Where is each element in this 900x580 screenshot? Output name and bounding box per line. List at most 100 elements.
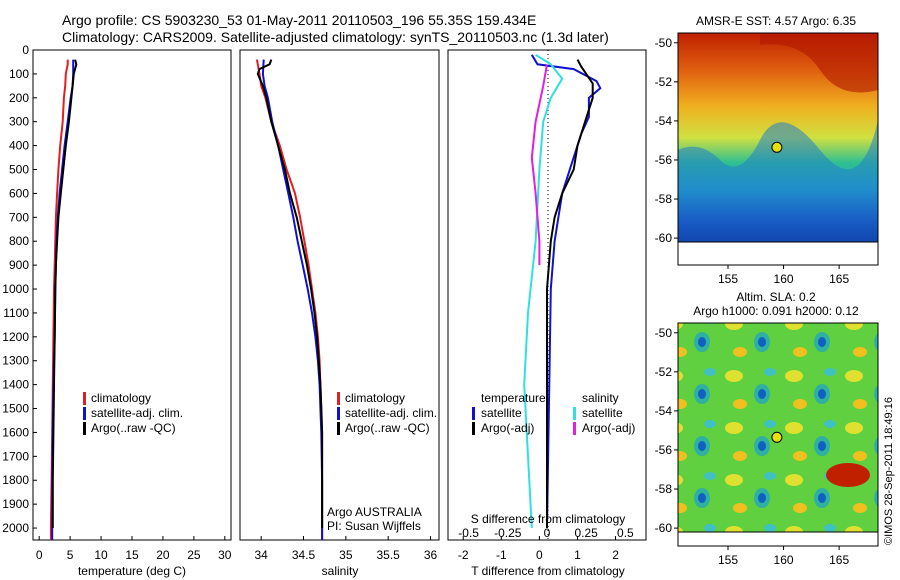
- depth-tick-label: 1700: [2, 449, 29, 463]
- depth-tick-label: 100: [9, 67, 29, 81]
- depth-tick-label: 0: [22, 43, 29, 57]
- x-tick-label: 0: [536, 548, 543, 562]
- temperature-panel: 0100200300400500600700800900100011001200…: [2, 43, 452, 578]
- legend-label-t-satellite: satellite: [481, 406, 522, 420]
- s-difference-label: S difference from climatology: [471, 512, 626, 526]
- figure-title-line2: Climatology: CARS2009. Satellite-adjuste…: [62, 29, 609, 45]
- salinity-x-label: salinity: [322, 564, 359, 578]
- lat-tick-label: -52: [655, 365, 673, 379]
- legend-swatch-t-satellite: [472, 407, 475, 420]
- x-tick-label: 15: [125, 548, 139, 562]
- sst-map-nodata-strip: [677, 241, 879, 266]
- legend-swatch-satellite: [83, 407, 86, 420]
- depth-tick-label: 1400: [2, 378, 29, 392]
- depth-tick-label: 1900: [2, 497, 29, 511]
- depth-tick-label: 700: [9, 210, 29, 224]
- lat-tick-label: -58: [655, 482, 673, 496]
- x-tick-label: 35: [339, 548, 353, 562]
- argo-program-label: Argo AUSTRALIA: [327, 505, 422, 519]
- salinity-lines: [255, 59, 324, 540]
- difference-legend: temperature salinity satellite Argo(-adj…: [472, 391, 635, 435]
- s-tick-label: 0.25: [575, 526, 599, 540]
- lon-tick-label: 165: [829, 553, 849, 567]
- legend-header-temperature: temperature: [481, 391, 546, 405]
- lon-tick-label: 155: [718, 553, 738, 567]
- sst-map-panel: AMSR-E SST: 4.57 Argo: 6.35 -50 -52 -54 -56…: [655, 14, 879, 286]
- legend-label-satellite: satellite-adj. clim.: [91, 406, 183, 420]
- series-line-satellite: [523, 53, 564, 529]
- depth-tick-label: 1000: [2, 282, 29, 296]
- sla-map-axes: -50 -52 -54 -56 -58 -60 155 160 165: [655, 326, 850, 567]
- legend-label-argo: Argo(..raw -QC): [345, 421, 430, 435]
- depth-tick-label: 1100: [3, 306, 29, 320]
- figure-title-line1: Argo profile: CS 5903230_53 01-May-2011 …: [62, 12, 536, 28]
- x-tick-label: 35.5: [377, 548, 401, 562]
- depth-tick-label: 1300: [2, 354, 29, 368]
- series-line-argo-raw-qc-: [51, 59, 78, 528]
- legend-swatch-s-satellite: [573, 407, 576, 420]
- legend-label-argo: Argo(..raw -QC): [91, 421, 176, 435]
- temperature-x-axis: 0 5 10 15 20 25 30: [36, 536, 232, 562]
- sst-map-axes: -50 -52 -54 -56 -58 -60 155 160 165: [655, 36, 850, 286]
- legend-label-climatology: climatology: [345, 391, 405, 405]
- x-tick-label: 5: [67, 548, 74, 562]
- argo-position-marker: [771, 141, 783, 153]
- sst-map-frame: [677, 32, 879, 266]
- lon-tick-label: 155: [718, 272, 738, 286]
- depth-tick-label: 2000: [2, 521, 29, 535]
- legend-swatch-climatology: [83, 392, 86, 405]
- sla-map-panel: Altim. SLA: 0.2 Argo h1000: 0.091 h2000:…: [655, 290, 879, 567]
- depth-tick-label: 300: [9, 115, 29, 129]
- x-tick-label: 34: [254, 548, 268, 562]
- depth-tick-label: 800: [9, 234, 29, 248]
- temperature-lines: [49, 59, 78, 540]
- temperature-x-label: temperature (deg C): [78, 564, 186, 578]
- lat-tick-label: -50: [655, 36, 673, 50]
- sla-map-subtitle: Argo h1000: 0.091 h2000: 0.12: [693, 304, 859, 318]
- series-line-satellite: [530, 54, 602, 529]
- sst-cold-region: [678, 120, 878, 242]
- salinity-x-axis: 34 34.5 35 35.5 36: [254, 536, 438, 562]
- series-line-argo-adj-: [530, 64, 548, 266]
- depth-tick-label: 200: [9, 91, 29, 105]
- series-line-argo-adj-: [546, 59, 594, 528]
- lon-tick-label: 160: [774, 553, 794, 567]
- argo-position-marker: [771, 431, 783, 443]
- legend-swatch-climatology: [337, 392, 340, 405]
- s-tick-label: -0.5: [458, 526, 479, 540]
- difference-x-axis: -2 -1 0 1 2 -0.5 -0.25 0 0.25 0.5: [458, 526, 634, 562]
- x-tick-label: 10: [94, 548, 108, 562]
- lat-tick-label: -50: [655, 326, 673, 340]
- x-tick-label: -1: [496, 548, 507, 562]
- depth-tick-label: 600: [9, 186, 29, 200]
- lat-tick-label: -60: [655, 231, 673, 245]
- difference-panel: -2 -1 0 1 2 -0.5 -0.25 0 0.25 0.5 temperature sal…: [447, 49, 647, 578]
- x-tick-label: 2: [612, 548, 619, 562]
- lat-tick-label: -56: [655, 443, 673, 457]
- legend-label-satellite: satellite-adj. clim.: [345, 406, 437, 420]
- legend-swatch-t-argo: [472, 422, 475, 435]
- s-tick-label: 0.5: [617, 526, 634, 540]
- difference-lines: [523, 53, 602, 529]
- lat-tick-label: -60: [655, 521, 673, 535]
- legend-swatch-argo: [337, 422, 340, 435]
- x-tick-label: 36: [424, 548, 438, 562]
- x-tick-label: 25: [187, 548, 201, 562]
- series-line-argo-raw-qc-: [256, 59, 324, 528]
- lat-tick-label: -52: [655, 75, 673, 89]
- legend-label-s-satellite: satellite: [582, 406, 623, 420]
- legend-label-t-argo: Argo(-adj): [481, 421, 534, 435]
- sla-map-title: Altim. SLA: 0.2: [736, 290, 816, 304]
- depth-tick-label: 500: [9, 163, 29, 177]
- lat-tick-label: -58: [655, 192, 673, 206]
- salinity-legend: climatology satellite-adj. clim. Argo(..…: [337, 391, 437, 435]
- depth-tick-label: 400: [9, 139, 29, 153]
- depth-tick-label: 1500: [2, 402, 29, 416]
- t-difference-label: T difference from climatology: [471, 564, 625, 578]
- sst-warm-region: [760, 33, 878, 93]
- legend-swatch-s-argo: [573, 422, 576, 435]
- lon-tick-label: 160: [774, 272, 794, 286]
- depth-tick-label: 1600: [2, 425, 29, 439]
- legend-label-s-argo: Argo(-adj): [582, 421, 635, 435]
- legend-header-salinity: salinity: [582, 391, 619, 405]
